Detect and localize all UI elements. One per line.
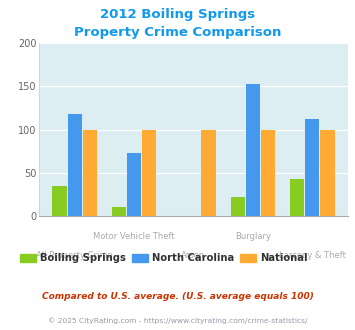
Bar (112, 208, 126, 216)
Text: 2012 Boiling Springs: 2012 Boiling Springs (100, 8, 255, 21)
Bar (53, 186, 67, 216)
Bar (320, 129, 334, 216)
Bar (261, 129, 275, 216)
Text: © 2025 CityRating.com - https://www.cityrating.com/crime-statistics/: © 2025 CityRating.com - https://www.city… (48, 317, 307, 324)
Legend: Boiling Springs, North Carolina, National: Boiling Springs, North Carolina, Nationa… (16, 249, 311, 267)
Bar (83, 129, 97, 216)
Text: Arson: Arson (181, 251, 206, 260)
Bar (305, 119, 320, 216)
Text: Burglary: Burglary (235, 232, 271, 241)
Bar (142, 129, 156, 216)
Bar (202, 129, 216, 216)
Bar (67, 114, 82, 216)
Bar (127, 153, 141, 216)
Text: Property Crime Comparison: Property Crime Comparison (74, 26, 281, 39)
Bar (246, 84, 260, 216)
Text: Motor Vehicle Theft: Motor Vehicle Theft (93, 232, 175, 241)
Text: Compared to U.S. average. (U.S. average equals 100): Compared to U.S. average. (U.S. average … (42, 292, 313, 301)
Text: All Property Crime: All Property Crime (36, 251, 113, 260)
Bar (231, 197, 245, 216)
Text: Larceny & Theft: Larceny & Theft (279, 251, 346, 260)
Bar (290, 179, 304, 216)
